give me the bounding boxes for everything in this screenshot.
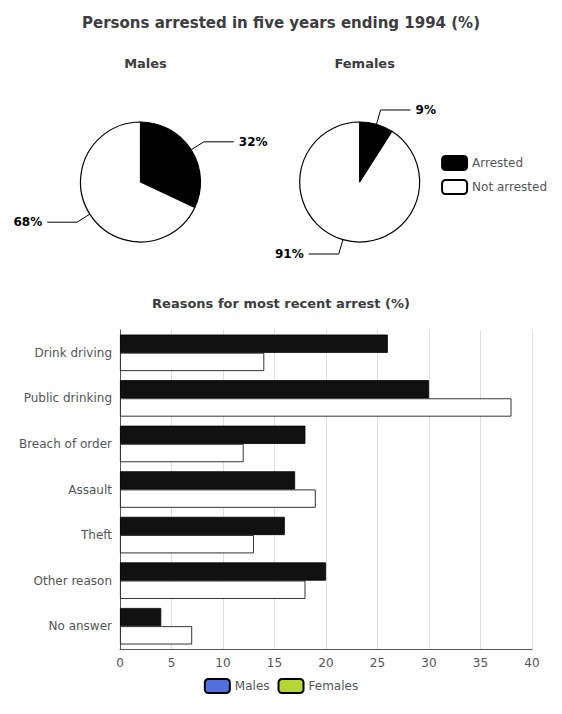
svg-text:No answer: No answer: [49, 619, 113, 633]
svg-text:Public drinking: Public drinking: [24, 391, 112, 405]
svg-text:15: 15: [267, 656, 282, 670]
svg-text:35: 35: [473, 656, 488, 670]
svg-text:Males: Males: [235, 679, 270, 693]
svg-text:68%: 68%: [13, 215, 42, 229]
svg-text:30: 30: [421, 656, 436, 670]
svg-text:Reasons for most recent arrest: Reasons for most recent arrest (%): [152, 296, 410, 311]
svg-text:0: 0: [116, 656, 124, 670]
svg-text:Females: Females: [334, 56, 395, 71]
svg-text:Not arrested: Not arrested: [472, 180, 547, 194]
svg-text:32%: 32%: [239, 135, 268, 149]
svg-text:Arrested: Arrested: [472, 156, 523, 170]
svg-text:Assault: Assault: [68, 483, 112, 497]
svg-text:Persons arrested in five years: Persons arrested in five years ending 19…: [82, 14, 480, 32]
svg-text:91%: 91%: [275, 247, 304, 261]
svg-text:Drink driving: Drink driving: [35, 346, 112, 360]
svg-text:25: 25: [370, 656, 385, 670]
svg-text:Other reason: Other reason: [34, 574, 113, 588]
svg-text:Breach of order: Breach of order: [19, 437, 112, 451]
svg-text:Females: Females: [309, 679, 359, 693]
svg-text:Theft: Theft: [80, 528, 112, 542]
svg-text:5: 5: [168, 656, 176, 670]
svg-text:9%: 9%: [416, 103, 436, 117]
svg-text:10: 10: [215, 656, 230, 670]
svg-text:Males: Males: [124, 56, 167, 71]
svg-text:20: 20: [318, 656, 333, 670]
svg-text:40: 40: [524, 656, 539, 670]
